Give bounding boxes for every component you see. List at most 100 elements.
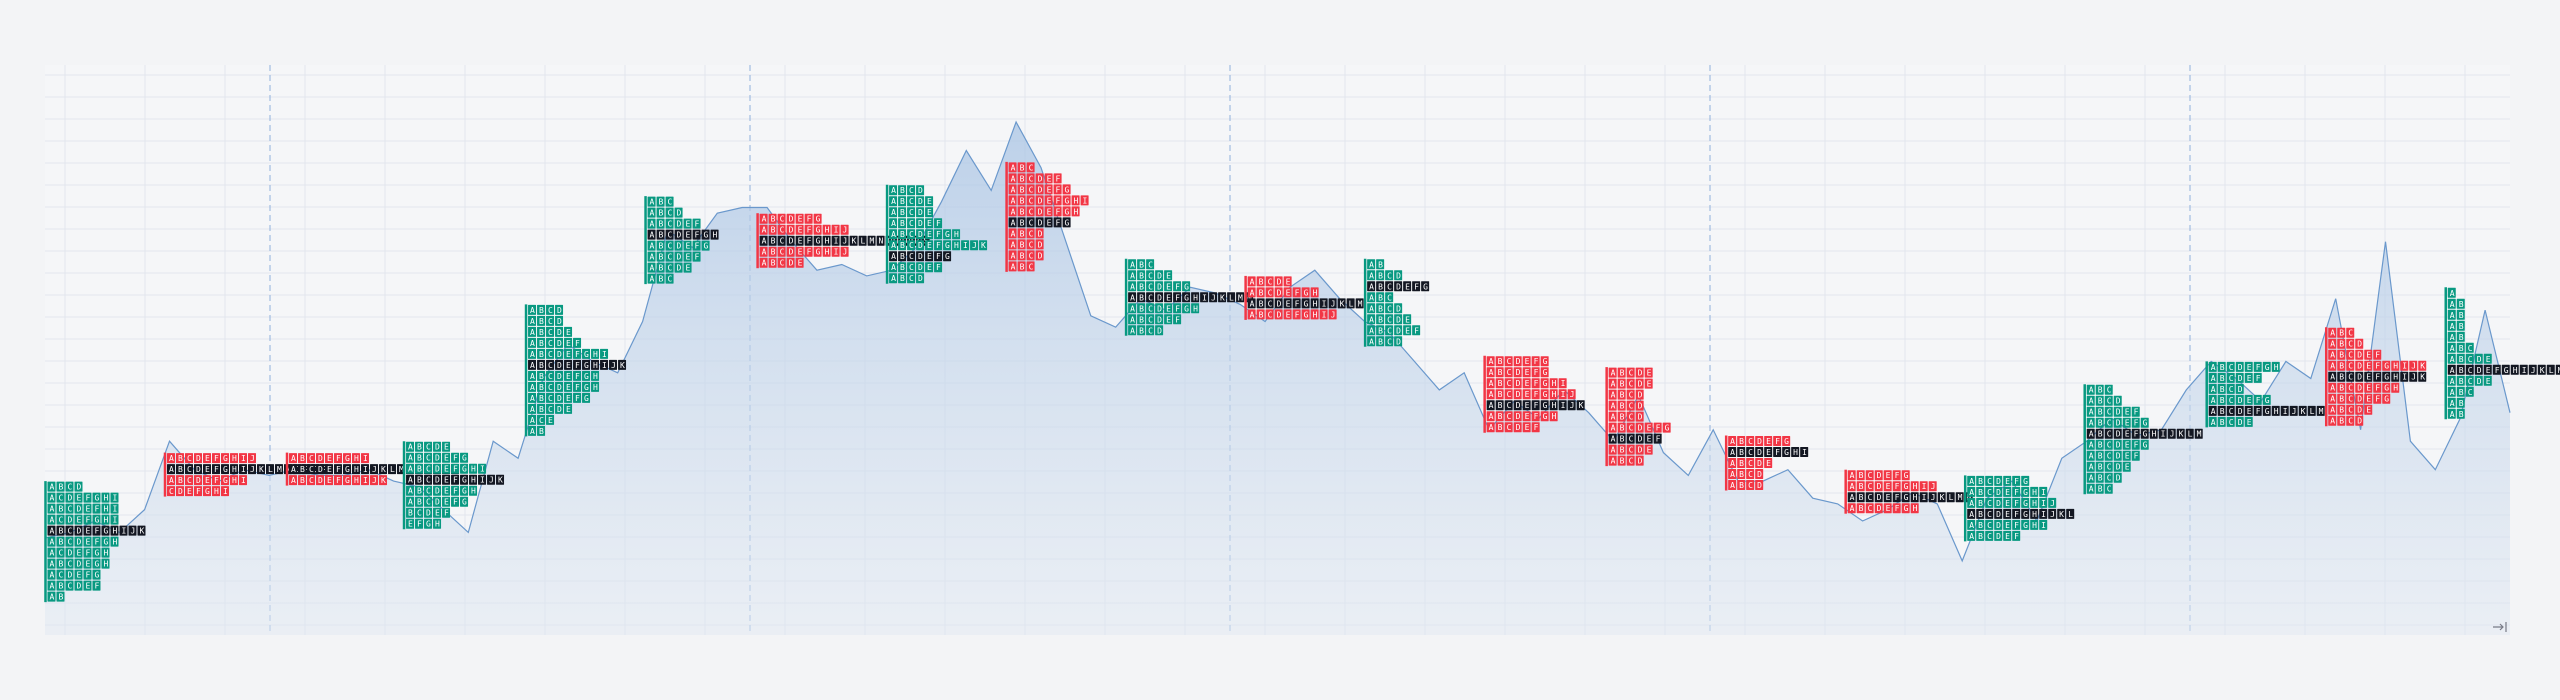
tpo-cell <box>647 273 656 284</box>
tpo-row-letters: ABCDE <box>1730 459 1775 468</box>
tpo-cell <box>1173 314 1182 325</box>
tpo-cell <box>1035 250 1044 261</box>
tpo-row-letters: ABC <box>1011 163 1038 172</box>
tpo-cell <box>2122 450 2131 461</box>
tpo-cell <box>1549 400 1558 411</box>
tpo-cell <box>1173 303 1182 314</box>
tpo-row-letters: ABCDEFGH <box>530 372 602 381</box>
tpo-row-letters: AB <box>2450 410 2468 419</box>
tpo-cell <box>1486 422 1495 433</box>
tpo-cell <box>1008 195 1017 206</box>
tpo-cell <box>2039 519 2048 530</box>
tpo-cell <box>1017 217 1026 228</box>
tpo-cell <box>2337 349 2346 360</box>
tpo-row-letters: ABCDE <box>650 264 695 273</box>
tpo-cell <box>573 392 582 403</box>
tpo-cell <box>47 558 56 569</box>
tpo-cell <box>528 359 537 370</box>
tpo-cell <box>2021 486 2030 497</box>
tpo-cell <box>352 475 361 486</box>
tpo-cell <box>1994 519 2003 530</box>
tpo-cell <box>2355 393 2364 404</box>
tpo-cell <box>1773 436 1782 446</box>
tpo-row-letters: ABCDEFGHIJKLM <box>2089 430 2206 439</box>
tpo-row-letters: ABCDEF <box>650 220 704 229</box>
tpo-cell <box>2528 364 2537 375</box>
tpo-cell <box>2262 405 2271 416</box>
tpo-cell <box>1737 480 1746 490</box>
tpo-cell <box>2447 320 2456 331</box>
tpo-cell <box>1403 281 1412 292</box>
tpo-cell <box>2447 331 2456 342</box>
tpo-cell <box>582 359 591 370</box>
tpo-cell <box>2122 461 2131 472</box>
tpo-cell <box>469 485 478 496</box>
tpo-cell <box>1495 400 1504 411</box>
tpo-cell <box>867 235 876 246</box>
tpo-cell <box>92 514 101 525</box>
tpo-row-letters: ABCDEFGHIJKLMNOPQRS <box>762 237 933 246</box>
tpo-cell <box>795 224 804 235</box>
tpo-cell <box>1035 173 1044 184</box>
tpo-cell <box>110 536 119 547</box>
tpo-cell <box>1319 309 1328 320</box>
tpo-cell <box>1635 411 1644 422</box>
tpo-cell <box>537 370 546 381</box>
tpo-cell <box>1955 492 1964 503</box>
tpo-cell <box>1376 325 1385 336</box>
tpo-cell <box>2271 361 2280 372</box>
tpo-cell <box>2086 450 2095 461</box>
tpo-cell <box>2346 393 2355 404</box>
tpo-cell <box>334 453 343 464</box>
tpo-cell <box>1265 287 1274 298</box>
tpo-cell <box>1035 195 1044 206</box>
tpo-cell <box>1035 239 1044 250</box>
tpo-cell <box>221 475 230 486</box>
tpo-cell <box>925 207 934 218</box>
tpo-cell <box>528 326 537 337</box>
tpo-row-letters: ABCD <box>891 186 927 195</box>
tpo-cell <box>433 474 442 485</box>
tpo-cell <box>979 240 988 251</box>
tpo-cell <box>1394 281 1403 292</box>
tpo-cell <box>683 262 692 273</box>
tpo-cell <box>2194 428 2203 439</box>
tpo-cell <box>2456 298 2465 309</box>
tpo-cell <box>898 185 907 196</box>
tpo-cell <box>47 514 56 525</box>
tpo-cell <box>451 463 460 474</box>
tpo-cell <box>1874 503 1883 514</box>
tpo-cell <box>656 262 665 273</box>
tpo-cell <box>674 218 683 229</box>
tpo-cell <box>1376 292 1385 303</box>
tpo-cell <box>2140 439 2149 450</box>
tpo-cell <box>1755 469 1764 479</box>
tpo-cell <box>759 257 768 268</box>
tpo-cell <box>564 348 573 359</box>
tpo-cell <box>2337 338 2346 349</box>
tpo-cell <box>47 481 56 492</box>
tpo-cell <box>83 558 92 569</box>
tpo-row-letters: ABCDEF <box>49 582 103 591</box>
tpo-cell <box>528 403 537 414</box>
tpo-row-letters: ABCDEFGHI <box>1011 196 1092 205</box>
tpo-row-letters: ABC <box>2450 388 2477 397</box>
tpo-cell <box>1376 259 1385 270</box>
tpo-row-letters: ABCDE <box>2330 406 2375 415</box>
tpo-cell <box>56 492 65 503</box>
tpo-cell <box>2456 320 2465 331</box>
tpo-cell <box>1755 458 1764 468</box>
tpo-row-letters: ABCDEFG <box>1130 282 1193 291</box>
tpo-cell <box>2364 382 2373 393</box>
tpo-row-letters: ABCDE <box>2211 418 2256 427</box>
tpo-cell <box>1062 195 1071 206</box>
tpo-cell <box>2235 361 2244 372</box>
tpo-cell <box>56 536 65 547</box>
tpo-cell <box>2253 372 2262 383</box>
scroll-to-end-icon[interactable] <box>2493 622 2507 632</box>
tpo-cell <box>1328 298 1337 309</box>
tpo-cell <box>1035 206 1044 217</box>
tpo-cell <box>2474 353 2483 364</box>
tpo-cell <box>2086 472 2095 483</box>
tpo-cell <box>2113 472 2122 483</box>
